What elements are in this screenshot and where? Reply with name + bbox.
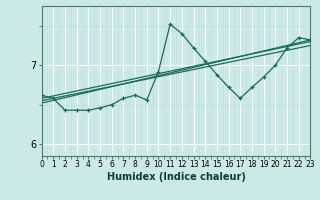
X-axis label: Humidex (Indice chaleur): Humidex (Indice chaleur) bbox=[107, 172, 245, 182]
